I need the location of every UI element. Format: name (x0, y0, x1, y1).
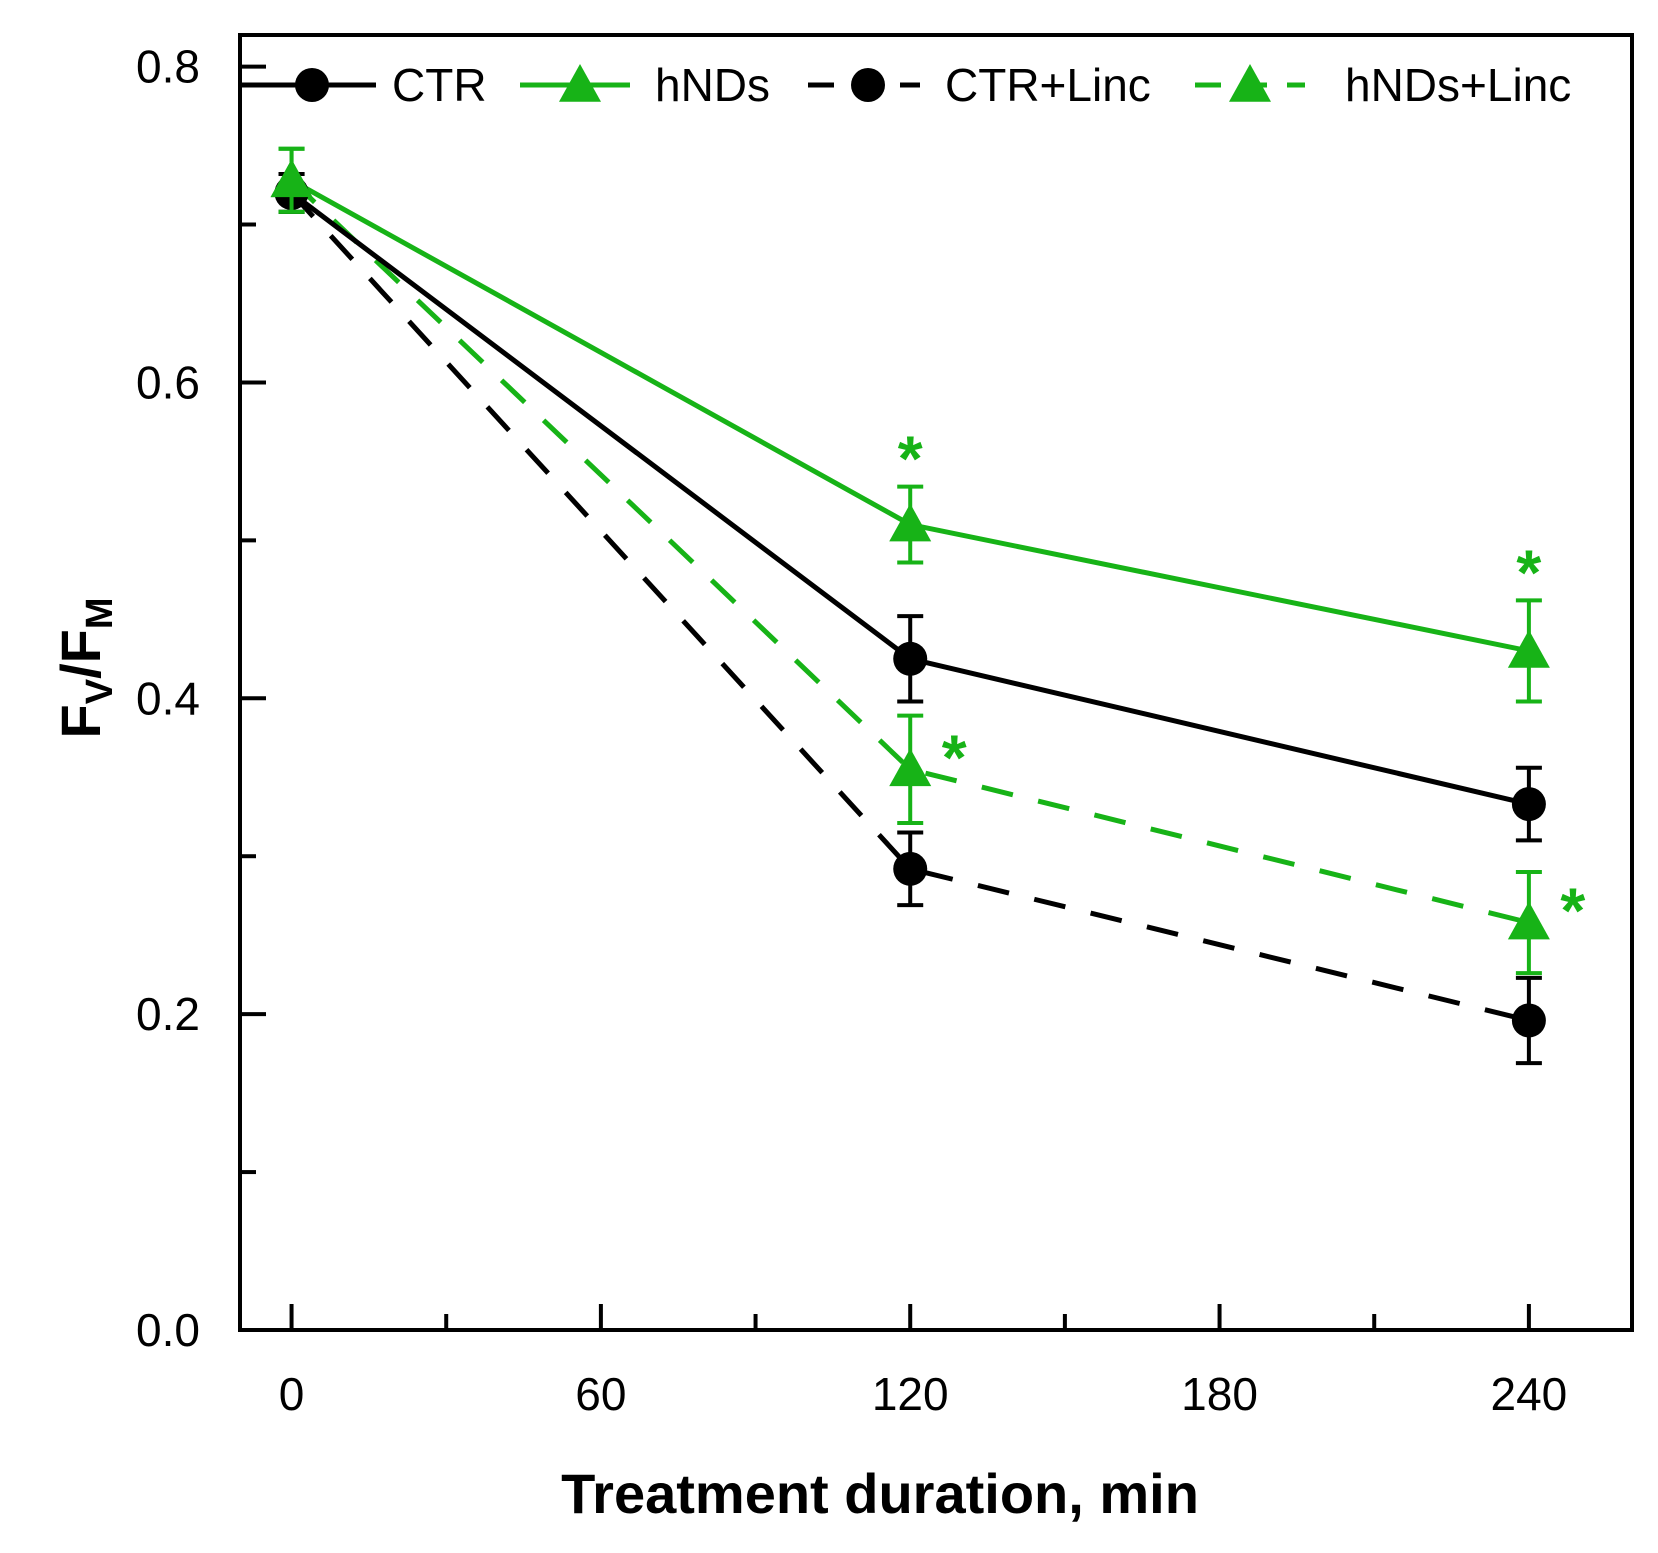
y-tick-label: 0.6 (136, 356, 200, 408)
data-point-hNDs+Linc (889, 748, 932, 787)
legend-marker (559, 64, 601, 102)
data-point-CTR (893, 641, 928, 676)
legend-label: hNDs (655, 59, 770, 111)
significance-star: * (898, 423, 923, 495)
plot-frame (238, 33, 1634, 1332)
significance-star: * (1516, 536, 1541, 608)
x-tick-label: 60 (575, 1368, 626, 1420)
y-tick-label: 0.8 (136, 41, 200, 93)
x-tick-label: 180 (1181, 1368, 1258, 1420)
axes: 0 60 120 180 240 0.0 0.2 0.4 0.6 0.8 (136, 33, 1634, 1420)
data-point-hNDs (1507, 629, 1550, 668)
data-point-hNDs (889, 503, 932, 542)
legend-label: hNDs+Linc (1345, 59, 1571, 111)
y-axis-title-sep: /F (49, 629, 112, 679)
y-axis-title-main: F (49, 704, 112, 738)
y-tick-label: 0.2 (136, 988, 200, 1040)
significance-star: * (1560, 875, 1585, 947)
y-axis-title-sub-v: V (79, 678, 121, 704)
x-tick-label: 120 (872, 1368, 949, 1420)
legend-marker (1229, 64, 1271, 102)
y-axis-title-sub-m: M (79, 598, 121, 630)
data-point-CTR+Linc (893, 851, 928, 886)
y-tick-label: 0.4 (136, 672, 200, 724)
series-line-CTR+Linc (289, 191, 1530, 1023)
legend-label: CTR (392, 59, 487, 111)
series-line-hNDs+Linc (289, 178, 1530, 925)
legend-entry-hNDs: hNDs (520, 59, 770, 111)
data-point-hNDs+Linc (1507, 901, 1550, 940)
significance-star: * (942, 721, 967, 793)
legend-entry-hNDs+Linc: hNDs+Linc (1195, 59, 1571, 111)
x-tick-label: 240 (1491, 1368, 1568, 1420)
data-point-CTR (1511, 787, 1546, 822)
x-axis-title: Treatment duration, min (561, 1462, 1199, 1525)
legend-entry-CTR+Linc: CTR+Linc (808, 59, 1151, 111)
y-tick-label: 0.0 (136, 1304, 200, 1356)
legend-entry-CTR: CTR (242, 59, 487, 111)
y-axis-title: FV/FM (49, 598, 121, 739)
legend-label: CTR+Linc (945, 59, 1151, 111)
legend: CTR hNDs CTR+Linc hNDs+Linc (242, 59, 1571, 111)
data-point-CTR+Linc (1511, 1003, 1546, 1038)
legend-marker (851, 68, 885, 102)
data-point-hNDs (270, 159, 313, 198)
legend-marker (295, 68, 329, 102)
series-line-hNDs (290, 178, 1530, 654)
plot-area: * * * * (270, 146, 1585, 1066)
x-tick-label: 0 (279, 1368, 305, 1420)
